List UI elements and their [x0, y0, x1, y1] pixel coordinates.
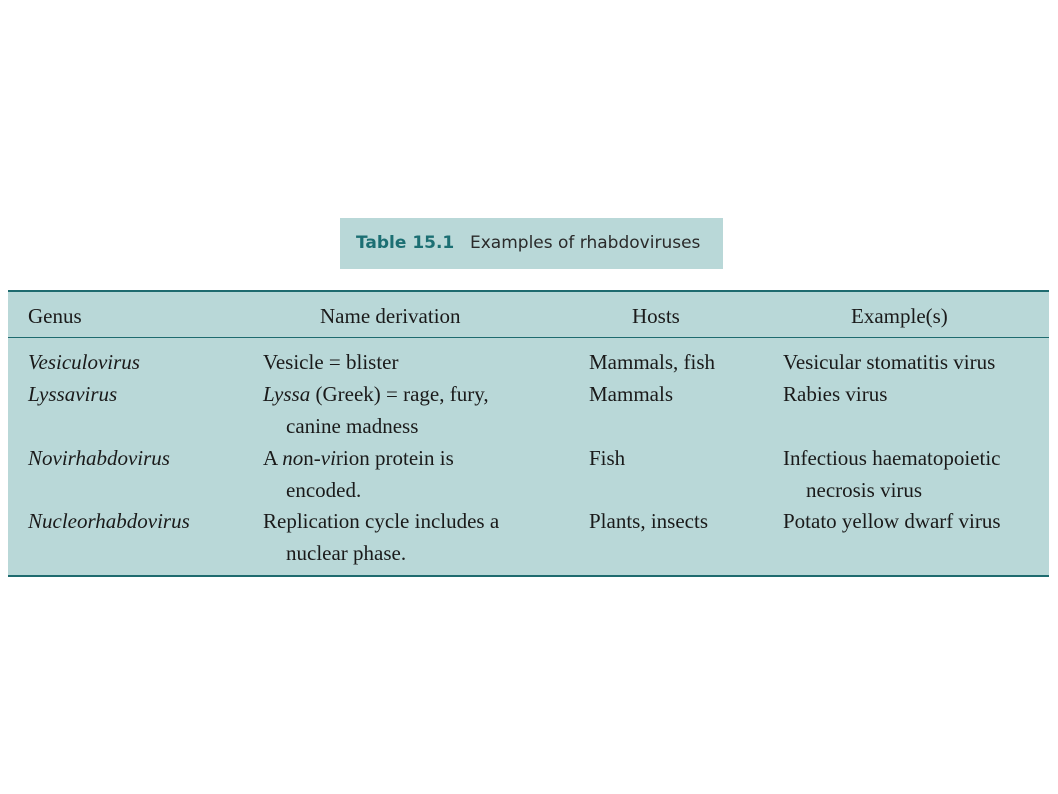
cell-derivation-continued: nuclear phase.	[286, 541, 407, 565]
cell-genus: Novirhabdovirus	[28, 446, 170, 470]
cell-derivation: A non-virion protein is	[263, 442, 454, 474]
cell-examples: Vesicular stomatitis virus	[783, 350, 996, 374]
data-table: Genus Name derivation Hosts Example(s) V…	[8, 290, 1049, 577]
cell-examples: Infectious haematopoietic	[783, 446, 1001, 470]
cell-genus: Nucleorhabdovirus	[28, 509, 190, 533]
derivation-italic-part: no	[282, 446, 304, 470]
cell-derivation-continued: encoded.	[286, 478, 362, 502]
derivation-italic-part: vi	[320, 446, 336, 470]
table-number: Table 15.1	[356, 233, 455, 253]
cell-examples: Rabies virus	[783, 382, 888, 406]
header-hosts: Hosts	[632, 304, 680, 328]
cell-hosts: Mammals, fish	[589, 350, 715, 374]
table-caption: Table 15.1 Examples of rhabdoviruses	[340, 218, 723, 269]
cell-examples-continued: necrosis virus	[806, 478, 923, 502]
derivation-text-part: n-	[303, 446, 321, 470]
header-divider	[8, 337, 1049, 338]
header-genus: Genus	[28, 304, 82, 328]
header-examples: Example(s)	[851, 304, 948, 328]
cell-derivation: Vesicle = blister	[263, 350, 399, 374]
cell-hosts: Plants, insects	[589, 509, 708, 533]
cell-genus: Lyssavirus	[28, 382, 118, 406]
header-name-derivation: Name derivation	[320, 304, 461, 328]
cell-derivation-continued: canine madness	[286, 414, 419, 438]
cell-derivation: Replication cycle includes a	[263, 509, 500, 533]
cell-hosts: Fish	[589, 446, 626, 470]
cell-hosts: Mammals	[589, 382, 673, 406]
table-title: Examples of rhabdoviruses	[470, 233, 701, 253]
cell-genus: Vesiculovirus	[28, 350, 140, 374]
derivation-text-part: (Greek) = rage, fury,	[310, 382, 489, 406]
derivation-italic-part: Lyssa	[263, 382, 311, 406]
derivation-text-part: rion protein is	[335, 446, 454, 470]
cell-derivation: Lyssa (Greek) = rage, fury,	[263, 378, 489, 410]
derivation-text-part: A	[263, 446, 283, 470]
cell-examples: Potato yellow dwarf virus	[783, 509, 1001, 533]
